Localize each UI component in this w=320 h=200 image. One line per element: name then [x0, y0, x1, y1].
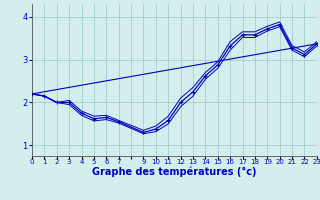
X-axis label: Graphe des températures (°c): Graphe des températures (°c) [92, 167, 257, 177]
